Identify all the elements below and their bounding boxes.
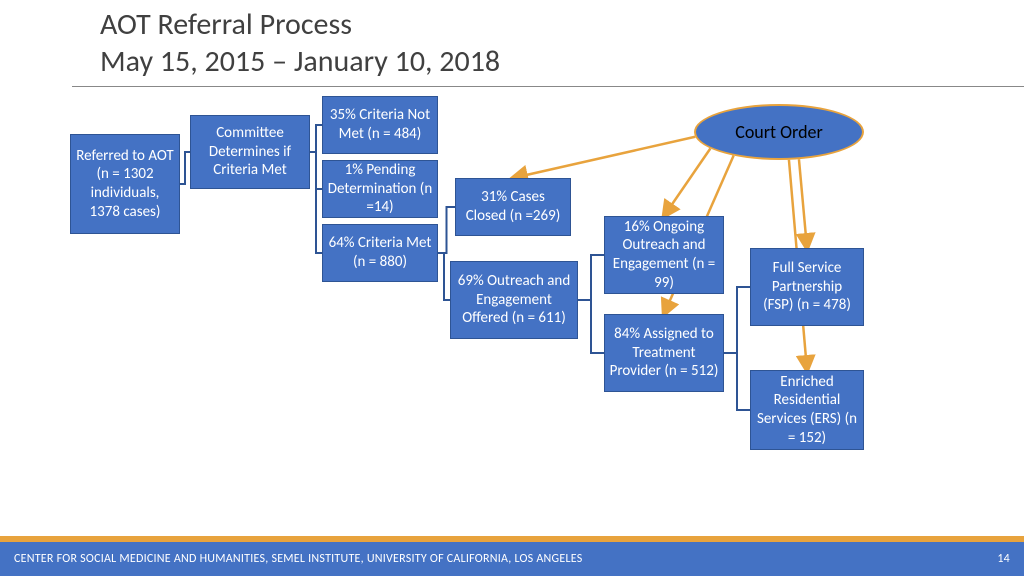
node-referred: Referred to AOT (n = 1302 individuals, 1… [70, 134, 180, 234]
title-line-2: May 15, 2015 – January 10, 2018 [100, 43, 500, 80]
footer-bar: CENTER FOR SOCIAL MEDICINE AND HUMANITIE… [0, 542, 1024, 576]
node-closed: 31% Cases Closed (n =269) [455, 178, 571, 236]
title-line-1: AOT Referral Process [100, 6, 500, 43]
node-notmet: 35% Criteria Not Met (n = 484) [322, 96, 438, 154]
node-ers: Enriched Residential Services (ERS) (n =… [750, 370, 864, 450]
node-pending: 1% Pending Determination (n =14) [322, 160, 438, 218]
node-offered: 69% Outreach and Engagement Offered (n =… [450, 261, 578, 339]
node-court-order: Court Order [694, 104, 864, 160]
court-order-label: Court Order [694, 104, 864, 160]
node-ongoing: 16% Ongoing Outreach and Engagement (n =… [604, 216, 724, 294]
page-number: 14 [997, 552, 1010, 566]
node-met: 64% Criteria Met (n = 880) [322, 224, 438, 282]
title-underline [72, 86, 1024, 87]
node-fsp: Full Service Partnership (FSP) (n = 478) [750, 248, 864, 326]
node-committee: Committee Determines if Criteria Met [190, 115, 310, 189]
node-assigned: 84% Assigned to Treatment Provider (n = … [604, 314, 724, 392]
footer-text: CENTER FOR SOCIAL MEDICINE AND HUMANITIE… [14, 552, 582, 566]
slide-title: AOT Referral Process May 15, 2015 – Janu… [100, 6, 500, 80]
